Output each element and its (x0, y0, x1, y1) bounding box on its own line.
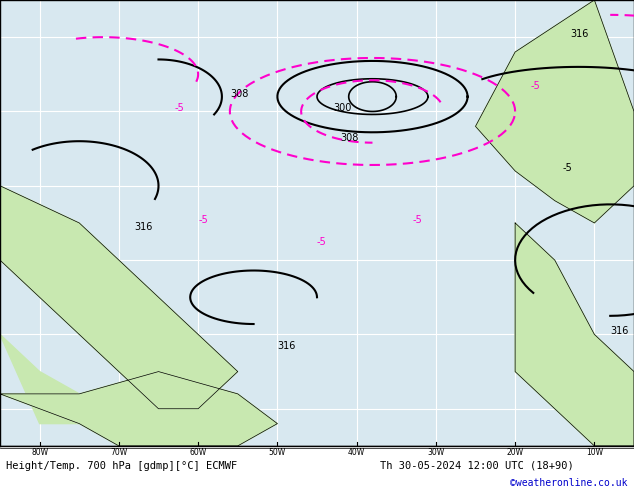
Polygon shape (0, 334, 158, 423)
Polygon shape (0, 371, 277, 446)
Polygon shape (0, 0, 238, 409)
Text: 308: 308 (341, 133, 359, 143)
Text: -5: -5 (563, 163, 573, 173)
Text: 300: 300 (333, 103, 351, 114)
Text: -5: -5 (412, 215, 422, 225)
Polygon shape (476, 0, 634, 223)
Text: 316: 316 (134, 222, 153, 232)
Polygon shape (515, 223, 634, 446)
Text: 60W: 60W (190, 448, 207, 457)
Text: 80W: 80W (31, 448, 48, 457)
Text: 50W: 50W (269, 448, 286, 457)
Text: Th 30-05-2024 12:00 UTC (18+90): Th 30-05-2024 12:00 UTC (18+90) (380, 461, 574, 471)
Text: -5: -5 (317, 237, 327, 247)
Text: 316: 316 (610, 326, 628, 337)
Text: -5: -5 (198, 215, 208, 225)
Text: 316: 316 (277, 342, 295, 351)
Text: 30W: 30W (427, 448, 444, 457)
Text: 40W: 40W (348, 448, 365, 457)
Text: Height/Temp. 700 hPa [gdmp][°C] ECMWF: Height/Temp. 700 hPa [gdmp][°C] ECMWF (6, 461, 238, 471)
Text: -5: -5 (531, 81, 541, 91)
Text: 316: 316 (571, 29, 589, 39)
Text: -5: -5 (174, 103, 184, 114)
Text: 10W: 10W (586, 448, 603, 457)
Text: 308: 308 (230, 89, 248, 98)
Text: 20W: 20W (507, 448, 524, 457)
Text: 70W: 70W (110, 448, 127, 457)
Text: ©weatheronline.co.uk: ©weatheronline.co.uk (510, 478, 628, 488)
